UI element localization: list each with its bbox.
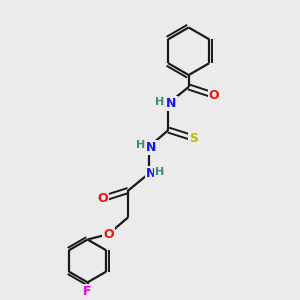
Text: H: H [155, 167, 164, 177]
Text: N: N [166, 97, 177, 110]
Text: N: N [146, 167, 157, 180]
Text: H: H [155, 97, 165, 107]
Text: O: O [103, 228, 114, 241]
Text: O: O [98, 192, 108, 205]
Text: S: S [189, 132, 198, 145]
Text: H: H [136, 140, 145, 150]
Text: N: N [146, 140, 157, 154]
Text: O: O [208, 89, 219, 102]
Text: F: F [83, 285, 92, 298]
